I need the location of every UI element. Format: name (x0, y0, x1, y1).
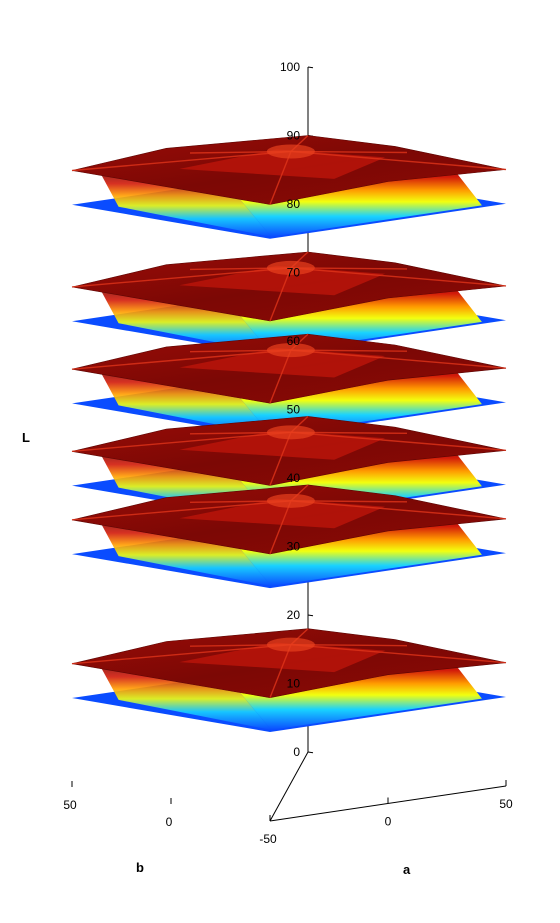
surface-layer (71, 628, 507, 732)
left-slope (99, 521, 272, 586)
ridge-line (290, 500, 507, 520)
central-ridge (179, 642, 386, 673)
z-tick (307, 66, 314, 69)
z-tick-label: 100 (280, 60, 300, 74)
z-tick-label: 70 (287, 266, 301, 280)
a-axis-title: a (403, 862, 411, 877)
ridge-line (269, 349, 292, 404)
ridge-line (269, 267, 292, 322)
z-tick (307, 751, 314, 754)
surface-layers (71, 134, 507, 732)
z-tick-label: 90 (287, 129, 301, 143)
ridge-line (71, 267, 291, 288)
ridge-line (269, 432, 292, 486)
b-tick-label: 0 (166, 815, 173, 829)
ridge-line (290, 431, 507, 452)
a-tick-label: 50 (499, 797, 513, 811)
z-tick-label: 50 (287, 403, 301, 417)
surface-layer (71, 484, 507, 589)
surface-layer (71, 134, 507, 239)
axis-labels: 0 10 20 30 40 50 60 70 80 90 100 50 0 -50 0 50 Lb a (22, 60, 513, 877)
ridge-line (290, 150, 507, 171)
b-tick-label: 50 (63, 798, 77, 812)
z-tick-label: 40 (287, 471, 301, 485)
z-tick-label: 10 (287, 677, 301, 691)
central-ridge (179, 348, 386, 378)
central-peak (266, 425, 315, 440)
central-ridge (179, 498, 386, 529)
z-tick-label: 20 (287, 608, 301, 622)
z-axis-title: L (22, 430, 30, 445)
a-tick-label: 0 (385, 815, 392, 829)
z-tick (307, 614, 314, 617)
ridge-line (269, 500, 292, 555)
b-axis-title: b (136, 860, 144, 875)
z-tick-label: 60 (287, 334, 301, 348)
ridge-line (269, 151, 292, 205)
central-peak (266, 343, 315, 358)
ridge-line (71, 150, 291, 172)
left-slope (99, 370, 272, 436)
ridge-line (71, 643, 291, 665)
front-slope (236, 657, 482, 730)
central-peak (266, 260, 315, 275)
front-slope (236, 163, 482, 237)
left-slope (99, 288, 272, 354)
central-ridge (179, 430, 386, 460)
ridge-line (71, 349, 291, 370)
ridge-line (290, 267, 507, 287)
ridge-line (71, 431, 291, 453)
ridge-line (290, 349, 507, 369)
b-axis-line (269, 751, 309, 822)
central-ridge (179, 149, 386, 179)
z-tick-label: 30 (287, 540, 301, 554)
ridge-line (71, 500, 291, 521)
central-ridge (179, 265, 386, 296)
z-tick-label: 80 (287, 197, 301, 211)
left-slope (99, 172, 272, 237)
front-slope (236, 513, 482, 586)
a-tick-label: -50 (259, 832, 277, 846)
central-peak (266, 144, 315, 159)
z-tick-label: 0 (293, 745, 300, 759)
central-peak (266, 637, 315, 652)
left-slope (99, 665, 272, 730)
ridge-line (269, 644, 292, 698)
central-peak (266, 493, 315, 508)
ridge-line (290, 643, 507, 664)
